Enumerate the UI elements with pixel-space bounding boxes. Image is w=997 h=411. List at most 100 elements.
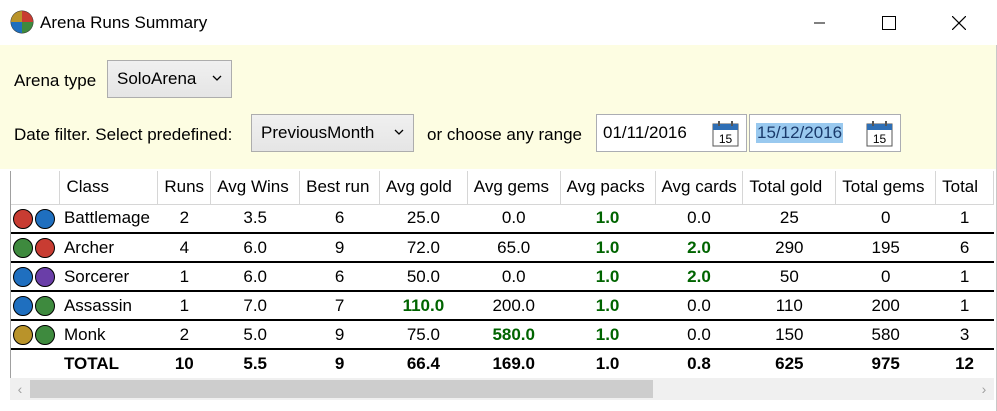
chevron-down-icon — [394, 129, 404, 135]
column-header[interactable] — [11, 171, 61, 205]
total-gold-cell: 625 — [775, 354, 804, 373]
avg-cards-cell: 0.8 — [687, 354, 711, 373]
column-header-runs[interactable]: Runs — [157, 171, 212, 205]
column-header-avg-gems[interactable]: Avg gems — [467, 171, 561, 205]
avg-wins-cell: 5.0 — [210, 320, 300, 350]
best-run-cell: 7 — [299, 291, 380, 321]
skill-line-icon — [13, 266, 33, 287]
close-icon — [952, 15, 966, 30]
class-cell: Battlemage — [59, 204, 158, 234]
header-row: Class Runs Avg Wins Best run Avg gold Av… — [11, 171, 994, 205]
calendar-day-text: 15 — [719, 132, 733, 146]
column-header-avg-gold[interactable]: Avg gold — [379, 171, 468, 205]
column-header-avg-cards[interactable]: Avg cards — [655, 171, 744, 205]
best-run-cell: 9 — [299, 320, 380, 350]
avg-packs-cell: 1.0 — [595, 354, 620, 373]
date-to-picker[interactable]: 15/12/2016 15 — [749, 114, 901, 152]
class-cell: Archer — [59, 233, 158, 263]
runs-cell: 1 — [157, 262, 211, 292]
scroll-right-icon[interactable]: › — [981, 381, 987, 397]
arena-type-select[interactable]: SoloArena — [107, 60, 232, 98]
class-cell: Sorcerer — [59, 262, 158, 292]
calendar-icon[interactable]: 15 — [712, 121, 739, 147]
total-cell: 12 — [955, 354, 975, 373]
avg-cards-cell: 0.0 — [655, 320, 743, 350]
avg-gold-cell: 25.0 — [379, 204, 468, 234]
column-header-best-run[interactable]: Best run — [299, 171, 380, 205]
table-row[interactable]: Archer 4 6.0 9 72.0 65.0 1.0 2.0 290 195… — [11, 233, 994, 263]
close-button[interactable] — [936, 0, 982, 45]
column-header-total-gold[interactable]: Total gold — [742, 171, 837, 205]
total-gems-cell: 0 — [835, 204, 936, 234]
skill-line-icon — [35, 208, 55, 229]
runs-cell: 2 — [157, 320, 211, 350]
runs-cell: 4 — [157, 233, 211, 263]
table-row[interactable]: Assassin 1 7.0 7 110.0 200.0 1.0 0.0 110… — [11, 291, 994, 321]
total-gems-cell: 975 — [871, 354, 900, 373]
avg-packs-cell: 1.0 — [560, 204, 655, 234]
scrollbar-thumb[interactable] — [30, 380, 653, 398]
table-row[interactable]: Sorcerer 1 6.0 6 50.0 0.0 1.0 2.0 50 0 1 — [11, 262, 994, 292]
predefined-date-value: PreviousMonth — [261, 123, 375, 142]
skill-line-icon — [35, 266, 55, 287]
predefined-date-select[interactable]: PreviousMonth — [251, 114, 414, 152]
total-gold-cell: 25 — [742, 204, 836, 234]
class-cell: TOTAL — [63, 354, 120, 373]
runs-cell: 1 — [157, 291, 211, 321]
title-bar: Arena Runs Summary — [0, 0, 997, 45]
app-pie-icon — [10, 10, 34, 34]
total-row[interactable]: TOTAL 10 5.5 9 66.4 169.0 1.0 0.8 625 97… — [11, 349, 994, 378]
avg-gems-cell: 65.0 — [467, 233, 561, 263]
table-row[interactable]: Battlemage 2 3.5 6 25.0 0.0 1.0 0.0 25 0… — [11, 204, 994, 234]
scroll-left-icon[interactable]: ‹ — [17, 381, 23, 397]
class-icons — [11, 233, 60, 263]
arena-type-label: Arena type — [14, 71, 97, 90]
total-cell: 6 — [935, 233, 994, 263]
total-gold-cell: 150 — [742, 320, 836, 350]
window-title: Arena Runs Summary — [40, 13, 208, 32]
class-icons — [11, 291, 60, 321]
best-run-cell: 9 — [334, 354, 345, 373]
column-header-avg-packs[interactable]: Avg packs — [560, 171, 656, 205]
total-cell: 1 — [935, 262, 994, 292]
skill-line-icon — [13, 237, 33, 258]
avg-cards-cell: 0.0 — [655, 204, 743, 234]
date-to-value: 15/12/2016 — [756, 123, 844, 143]
class-cell: Assassin — [59, 291, 158, 321]
avg-wins-cell: 3.5 — [210, 204, 300, 234]
avg-packs-cell: 1.0 — [560, 320, 655, 350]
chevron-down-icon — [212, 75, 222, 81]
filter-panel: Arena type SoloArena Date filter. Select… — [0, 45, 996, 169]
date-from-picker[interactable]: 01/11/2016 15 — [596, 114, 747, 152]
runs-cell: 2 — [157, 204, 211, 234]
table-row[interactable]: Monk 2 5.0 9 75.0 580.0 1.0 0.0 150 580 … — [11, 320, 994, 350]
summary-grid[interactable]: Class Runs Avg Wins Best run Avg gold Av… — [10, 171, 994, 378]
total-gold-cell: 110 — [742, 291, 836, 321]
skill-line-icon — [13, 324, 33, 345]
class-cell: Monk — [59, 320, 158, 350]
avg-gems-cell: 0.0 — [467, 204, 561, 234]
skill-line-icon — [35, 295, 55, 316]
minimize-button[interactable] — [797, 0, 843, 45]
calendar-icon[interactable]: 15 — [866, 121, 893, 147]
avg-gems-cell: 0.0 — [467, 262, 561, 292]
avg-gold-cell: 66.4 — [406, 354, 440, 373]
maximize-button[interactable] — [866, 0, 912, 45]
avg-gold-cell: 72.0 — [379, 233, 468, 263]
minimize-icon — [814, 22, 825, 23]
avg-packs-cell: 1.0 — [560, 233, 655, 263]
range-label: or choose any range — [427, 125, 582, 144]
column-header-avg-wins[interactable]: Avg Wins — [210, 171, 301, 205]
column-header-class[interactable]: Class — [59, 171, 159, 205]
avg-wins-cell: 5.5 — [243, 354, 267, 373]
total-cell: 1 — [935, 291, 994, 321]
column-header-total-gems[interactable]: Total gems — [835, 171, 937, 205]
class-icons — [11, 204, 60, 234]
avg-cards-cell: 2.0 — [655, 262, 743, 292]
best-run-cell: 6 — [299, 262, 380, 292]
column-header-total[interactable]: Total — [935, 171, 994, 205]
horizontal-scrollbar[interactable]: ‹ › — [10, 378, 994, 400]
arena-type-value: SoloArena — [117, 69, 197, 88]
total-cell: 1 — [935, 204, 994, 234]
